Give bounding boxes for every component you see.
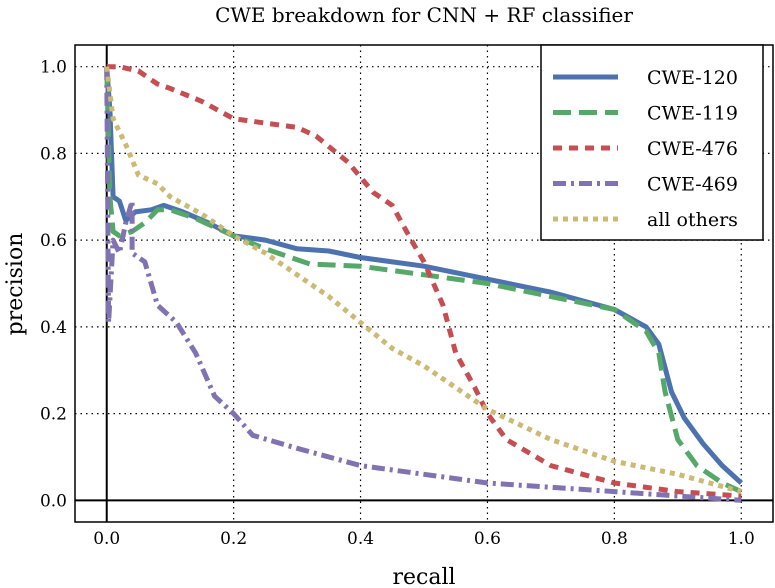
legend-label: CWE-476 — [647, 138, 738, 160]
x-axis-label: recall — [392, 565, 455, 588]
y-tick-label: 0.8 — [40, 144, 67, 164]
x-tick-label: 0.4 — [347, 529, 374, 549]
legend: CWE-120 CWE-119 CWE-476 CWE-469 all others — [540, 44, 764, 241]
y-tick-label: 0.4 — [40, 318, 67, 338]
chart-title: CWE breakdown for CNN + RF classifier — [215, 3, 633, 27]
x-tick-label: 0.8 — [601, 529, 628, 549]
series-line-cwe-469 — [104, 66, 742, 503]
x-tick-label: 0.0 — [93, 529, 120, 549]
legend-label: CWE-120 — [647, 67, 738, 89]
x-tick-label: 1.0 — [728, 529, 755, 549]
legend-label: CWE-119 — [647, 103, 738, 125]
y-tick-label: 1.0 — [40, 58, 67, 78]
series-line-cwe-120 — [104, 66, 743, 485]
y-tick-label: 0.2 — [40, 405, 67, 425]
series-line-all-others — [104, 66, 742, 495]
y-tick-label: 0.0 — [40, 491, 67, 511]
y-axis-label: precision — [3, 233, 28, 336]
series-lines — [104, 64, 743, 503]
ticks: 0.0 0.2 0.4 0.6 0.8 1.0 0.0 0.2 0.4 0.6 0.8 1.0 — [40, 58, 755, 549]
series-line-cwe-476 — [106, 64, 742, 499]
y-tick-label: 0.6 — [40, 231, 67, 251]
x-tick-label: 0.2 — [220, 529, 247, 549]
x-tick-label: 0.6 — [474, 529, 501, 549]
legend-label: CWE-469 — [647, 174, 738, 196]
plot-frame — [74, 44, 774, 523]
legend-label: all others — [647, 209, 738, 231]
